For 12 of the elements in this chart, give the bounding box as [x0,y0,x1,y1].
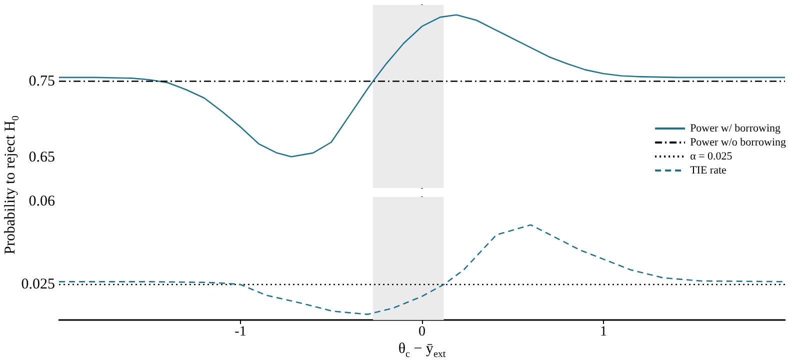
y-tick-label: 0.65 [28,150,55,166]
text: TIE rate [690,164,726,176]
y-tick-label: 0.06 [28,194,56,210]
text: α = 0.025 [690,150,732,162]
legend-label: Power w/ borrowing [690,122,781,134]
x-tick-label: 0 [418,324,426,340]
x-tick-label: -1 [234,324,246,340]
y-tick-label: 0.025 [21,276,55,293]
legend-label: Power w/o borrowing [690,136,786,148]
x-tick-label: 1 [600,324,607,340]
y-tick-label: 0.75 [28,73,55,90]
x-axis-title: θ$_{c}$ − ȳ$_{ext}$ [398,341,446,360]
